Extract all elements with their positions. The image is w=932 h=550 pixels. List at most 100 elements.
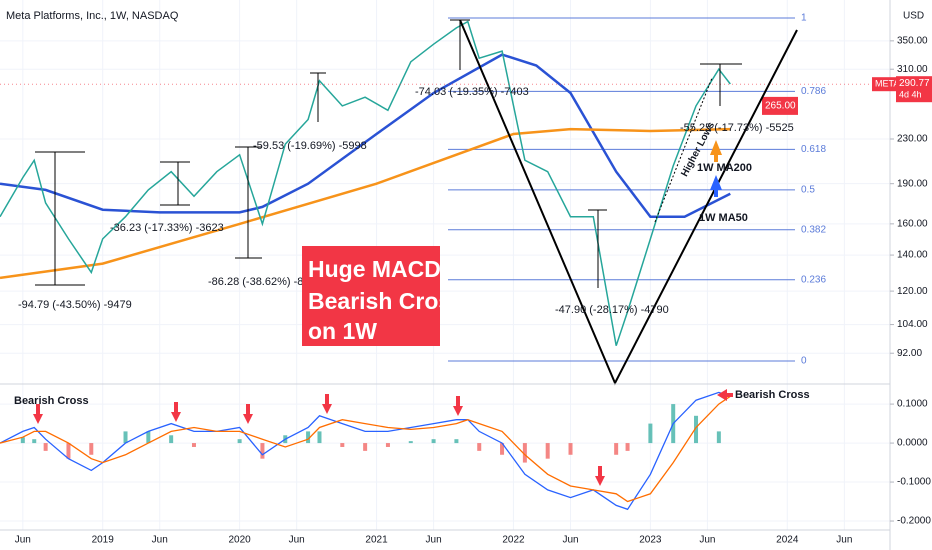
price-line bbox=[0, 20, 731, 346]
histogram-bar bbox=[123, 431, 128, 444]
x-tick-label: Jun bbox=[699, 535, 715, 546]
arrow bbox=[598, 466, 602, 476]
x-tick-label: Jun bbox=[426, 535, 442, 546]
macd-arrows bbox=[33, 389, 733, 486]
annotation: -59.53 (-19.69%) -5998 bbox=[253, 140, 367, 152]
macd-tick-label: -0.2000 bbox=[897, 516, 931, 527]
y-tick-label: 310.00 bbox=[897, 64, 928, 75]
ma-label: 1W MA200 bbox=[697, 162, 752, 174]
arrow bbox=[36, 404, 40, 414]
annotation: Bearish Cross bbox=[735, 389, 810, 401]
arrow bbox=[727, 393, 733, 397]
histogram-bar bbox=[408, 441, 413, 444]
y-tick-label: 190.00 bbox=[897, 178, 928, 189]
histogram-bar bbox=[431, 439, 436, 444]
callout-box bbox=[302, 246, 440, 346]
histogram-bar bbox=[363, 443, 368, 451]
fib-label: 1 bbox=[801, 13, 807, 24]
arrow bbox=[322, 404, 332, 414]
currency: USD bbox=[903, 11, 924, 22]
fib-label: 0.786 bbox=[801, 86, 826, 97]
arrow bbox=[717, 389, 727, 401]
annotation: -36.23 (-17.33%) -3623 bbox=[110, 222, 224, 234]
macd-tick-label: -0.1000 bbox=[897, 477, 931, 488]
y-tick-label: 120.00 bbox=[897, 286, 928, 297]
data-layer: 265.00 bbox=[0, 20, 890, 511]
histogram-bar bbox=[306, 431, 311, 444]
arrow bbox=[33, 414, 43, 424]
histogram-bar bbox=[500, 443, 505, 455]
annotation: -86.28 (-38.62%) -8628 bbox=[208, 276, 322, 288]
histogram-bar bbox=[20, 437, 25, 444]
x-tick-label: Jun bbox=[562, 535, 578, 546]
target-tag-text: 265.00 bbox=[765, 101, 796, 112]
histogram-bar bbox=[648, 423, 653, 444]
fib-label: 0 bbox=[801, 356, 807, 367]
arrow bbox=[325, 394, 329, 404]
y-tick-label: 160.00 bbox=[897, 218, 928, 229]
histogram-bar bbox=[89, 443, 94, 455]
price-tag bbox=[896, 76, 932, 103]
price-tag-text: 290.77 bbox=[899, 78, 930, 89]
arrow bbox=[595, 476, 605, 486]
x-tick-label: Jun bbox=[152, 535, 168, 546]
histogram-bar bbox=[169, 435, 174, 444]
symbol-tag-text: META bbox=[875, 79, 899, 89]
trend-lines bbox=[459, 19, 798, 386]
x-tick-label: Jun bbox=[836, 535, 852, 546]
histogram-bar bbox=[694, 415, 699, 444]
histogram-bar bbox=[66, 443, 71, 459]
axis-layer: Jun 2019 Jun 2020 Jun 2021 Jun 2022 Jun 2023 Jun 20… bbox=[15, 35, 932, 546]
arrow bbox=[456, 396, 460, 406]
fib-label: 0.382 bbox=[801, 224, 826, 235]
x-tick-label: Jun bbox=[289, 535, 305, 546]
histogram-bar bbox=[43, 443, 48, 451]
drawings bbox=[35, 19, 798, 386]
y-tick-label: 230.00 bbox=[897, 134, 928, 145]
annotation: Bearish Cross bbox=[14, 395, 89, 407]
y-tick-label: 104.00 bbox=[897, 319, 928, 330]
histogram-bar bbox=[454, 439, 459, 444]
x-tick-label: 2023 bbox=[639, 535, 662, 546]
callout-text: Bearish Cross bbox=[308, 288, 464, 314]
annotation: -94.79 (-43.50%) -9479 bbox=[18, 299, 132, 311]
y-tick-label: 350.00 bbox=[897, 35, 928, 46]
callout-text: Huge MACD bbox=[308, 256, 441, 282]
callout-text: on 1W bbox=[308, 318, 377, 344]
annotation: -74.03 (-19.35%) -7403 bbox=[415, 86, 529, 98]
macd-tick-label: 0.1000 bbox=[897, 399, 928, 410]
target-tag bbox=[762, 96, 798, 115]
histogram-bar bbox=[146, 431, 151, 444]
annotation: -55.25 (-17.73%) -5525 bbox=[680, 122, 794, 134]
histogram-bar bbox=[522, 443, 527, 463]
x-tick-label: 2020 bbox=[228, 535, 251, 546]
fib-layer: 1 0.786 0.618 0.5 0.382 0.236 0 bbox=[448, 13, 826, 367]
arrow bbox=[453, 406, 463, 416]
ma-line bbox=[0, 127, 731, 280]
x-tick-label: Jun bbox=[15, 535, 31, 546]
ma-label: 1W MA50 bbox=[699, 212, 748, 224]
arrow bbox=[243, 414, 253, 424]
histogram-bar bbox=[260, 443, 265, 459]
countdown: 4d 4h bbox=[899, 90, 922, 100]
histogram-bar bbox=[317, 431, 322, 444]
histogram-bar bbox=[32, 439, 37, 444]
x-tick-label: 2024 bbox=[776, 535, 799, 546]
histogram-bar bbox=[716, 431, 721, 444]
histogram-bar bbox=[568, 443, 573, 455]
y-tick-label: 92.00 bbox=[897, 348, 922, 359]
histogram-bar bbox=[477, 443, 482, 451]
x-tick-label: 2021 bbox=[365, 535, 388, 546]
ma50-arrow bbox=[710, 175, 722, 197]
histogram-bar bbox=[237, 439, 242, 444]
x-tick-label: 2019 bbox=[92, 535, 115, 546]
histogram-bar bbox=[385, 443, 390, 447]
arrow bbox=[246, 404, 250, 414]
histogram-bar bbox=[340, 443, 345, 447]
histogram-bar bbox=[625, 443, 630, 451]
y-tick-label: 140.00 bbox=[897, 250, 928, 261]
arrow bbox=[174, 402, 178, 412]
symbol-tag bbox=[872, 77, 896, 92]
higher-lows-line bbox=[654, 77, 713, 223]
